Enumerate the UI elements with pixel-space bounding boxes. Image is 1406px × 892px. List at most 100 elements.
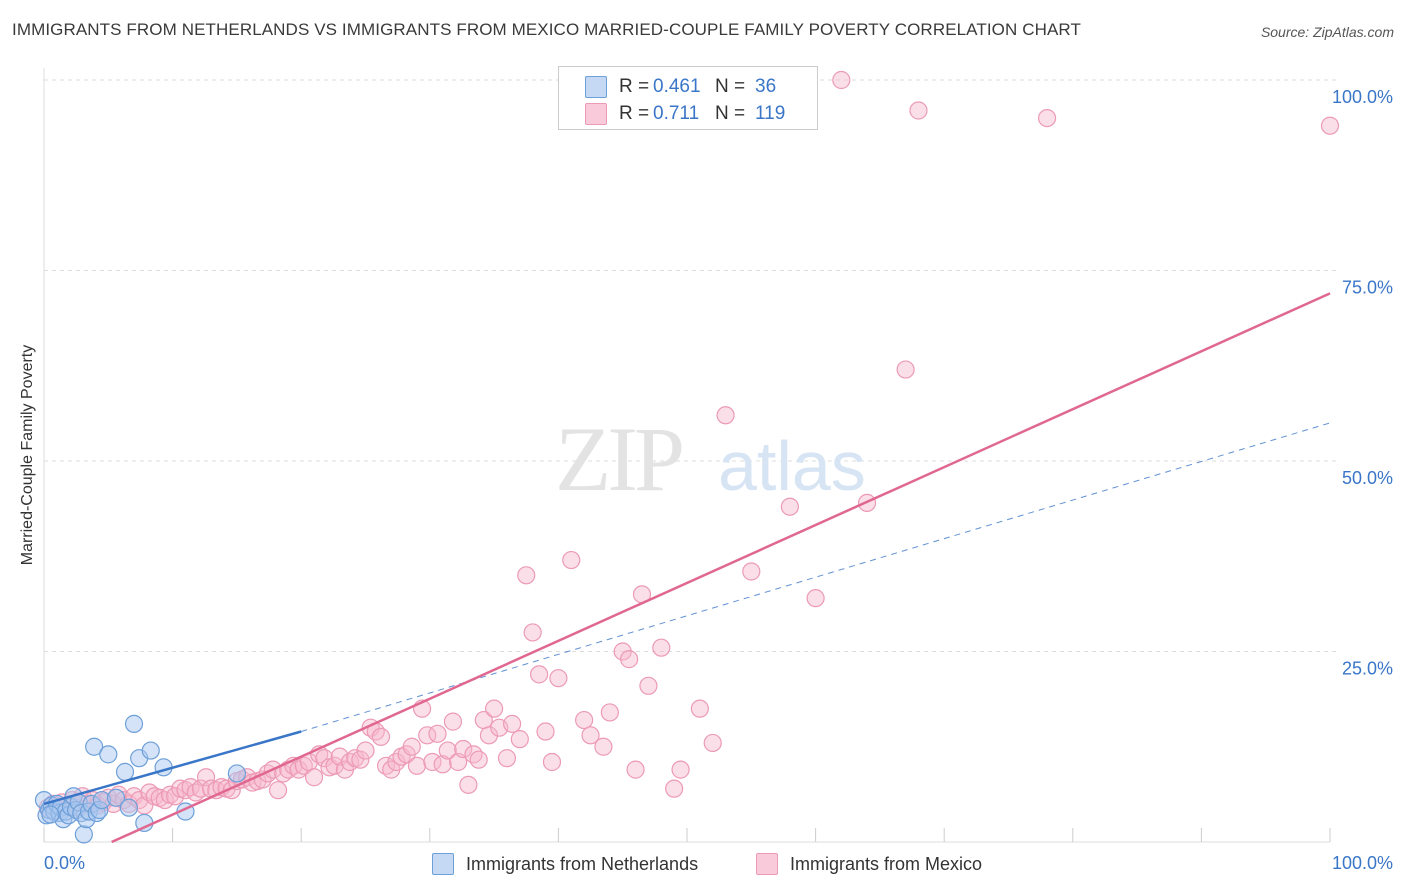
mexico-point [315,749,334,768]
netherlands-point [85,737,104,756]
netherlands-point [99,745,118,764]
netherlands-point [115,762,135,781]
mexico-point [716,406,735,425]
axes [43,68,1331,843]
mexico-point [503,714,522,733]
mexico-point [351,750,370,769]
mexico-point [652,638,671,657]
netherlands-point [74,825,93,844]
mexico-point [438,741,457,760]
y-tick-label: 50.0% [1342,468,1393,488]
netherlands-trend-line [43,730,302,806]
mexico-point [909,101,928,120]
mexico-point [325,756,344,775]
mexico-point [536,722,555,741]
mexico-point [464,745,483,764]
mexico-point [671,760,690,779]
mexico-point [497,749,517,768]
tick-labels: 100.0% 75.0% 50.0% 25.0% 0.0% 100.0% [44,87,1393,873]
mexico-point [479,726,499,745]
legend-n-value: 119 [755,103,786,124]
legend-n-label: N = [715,103,746,124]
mexico-trend-line [111,292,1331,844]
netherlands-point [106,788,126,807]
mexico-point [549,669,568,688]
watermark-zip: ZIP [555,408,682,510]
legend-r-label: R = [619,103,650,124]
trend-lines [43,292,1331,844]
y-tick-label: 25.0% [1342,659,1393,679]
mexico-point [443,712,463,731]
bottom-legend-mexico: Immigrants from Mexico [756,851,982,877]
mexico-point [1037,108,1057,128]
mexico-point [832,70,851,90]
y-tick-label: 75.0% [1342,278,1393,298]
correlation-legend: R = 0.461 N = 36 R = 0.711 N = 119 [558,66,818,130]
legend-r-value: 0.711 [653,103,700,124]
mexico-point [742,562,761,581]
y-tick-label: 100.0% [1332,87,1393,107]
mexico-point [806,589,825,608]
netherlands-points [34,714,246,844]
mexico-point [613,642,632,661]
y-axis-label: Married-Couple Family Poverty [19,344,36,566]
mexico-points [38,70,1340,820]
mexico-point [581,726,600,745]
mexico-point [387,752,406,772]
mexico-point [459,775,478,794]
mexico-point [639,676,658,695]
bottom-legend-netherlands: Immigrants from Netherlands [432,851,698,877]
source-label: Source: ZipAtlas.com [1260,24,1394,40]
mexico-point [304,768,324,787]
mexico-point [703,733,722,753]
mexico-point [896,360,915,379]
bottom-legend-label-netherlands: Immigrants from Netherlands [466,853,699,874]
watermark-atlas: atlas [718,427,866,505]
netherlands-point [227,764,246,783]
netherlands-point [119,798,138,817]
mexico-point [690,699,709,718]
grid-lines [44,79,1338,652]
legend-r-label: R = [619,76,650,97]
mexico-point [562,550,581,570]
mexico-point [454,739,473,759]
x-tick-label: 100.0% [1332,853,1393,873]
mexico-point [407,756,427,775]
mexico-point [155,790,174,810]
mexico-point [356,741,375,760]
mexico-point [665,779,684,798]
mexico-point [542,752,562,772]
legend-swatch-netherlands [585,76,607,98]
netherlands-point [41,805,60,824]
legend-n-value: 36 [755,76,777,97]
bottom-legend-swatch-mexico [756,853,778,875]
mexico-point [510,730,529,749]
mexico-point [780,497,799,516]
mexico-point [1320,116,1340,135]
legend-n-label: N = [715,76,746,97]
mexico-point [517,566,536,585]
mexico-point [575,710,594,730]
mexico-point [523,623,542,642]
bottom-legend-label-mexico: Immigrants from Mexico [790,853,983,874]
legend-swatch-mexico [585,103,607,125]
mexico-point [433,755,452,774]
mexico-point [268,781,288,800]
x-tick-label: 0.0% [44,853,85,873]
mexico-point [402,737,421,756]
mexico-point [196,768,216,787]
watermark: ZIP atlas [555,408,866,510]
mexico-point [371,727,391,746]
mexico-point [600,703,619,722]
mexico-point [428,724,447,743]
legend-r-value: 0.461 [653,76,701,97]
mexico-point [530,665,549,684]
mexico-point [191,779,210,798]
mexico-point [620,650,639,669]
mexico-point [594,737,613,756]
mexico-point [469,750,488,769]
mexico-point [626,760,645,779]
bottom-legend-swatch-netherlands [432,853,454,875]
chart-title: IMMIGRANTS FROM NETHERLANDS VS IMMIGRANT… [12,20,1081,39]
